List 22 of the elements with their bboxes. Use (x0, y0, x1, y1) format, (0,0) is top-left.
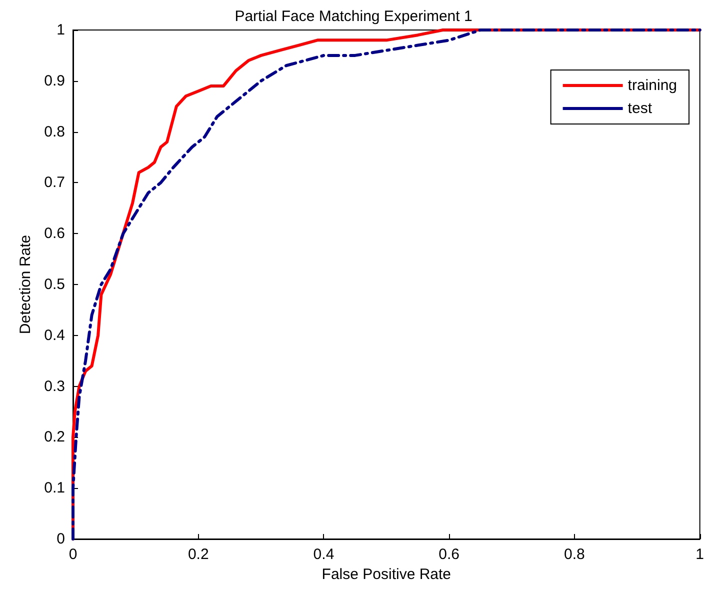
y-tick-label: 0.2 (44, 428, 65, 446)
y-tick-label: 0 (56, 530, 65, 548)
legend-label: training (628, 77, 678, 94)
y-axis-title: Detection Rate (17, 234, 34, 334)
legend-label: test (628, 100, 653, 117)
y-tick-label: 0.1 (44, 480, 65, 497)
x-tick-label: 0.6 (438, 546, 460, 563)
x-tick-label: 1 (696, 546, 704, 563)
y-tick-label: 1 (56, 22, 65, 38)
x-tick-label: 0 (68, 546, 78, 563)
y-tick-label: 0.9 (44, 72, 65, 90)
y-tick-label: 0.8 (44, 123, 65, 140)
y-tick-label: 0.6 (44, 225, 65, 242)
y-tick-label: 0.3 (44, 378, 65, 395)
x-axis-title: False Positive Rate (322, 566, 452, 583)
chart-title: Partial Face Matching Experiment 1 (234, 8, 472, 25)
x-tick-label: 0.2 (188, 546, 209, 563)
y-tick-label: 0.4 (44, 326, 65, 344)
y-tick-label: 0.7 (44, 174, 65, 192)
x-tick-label: 0.8 (564, 546, 585, 563)
x-tick-label: 0.4 (313, 546, 334, 563)
y-tick-label: 0.5 (44, 276, 65, 293)
